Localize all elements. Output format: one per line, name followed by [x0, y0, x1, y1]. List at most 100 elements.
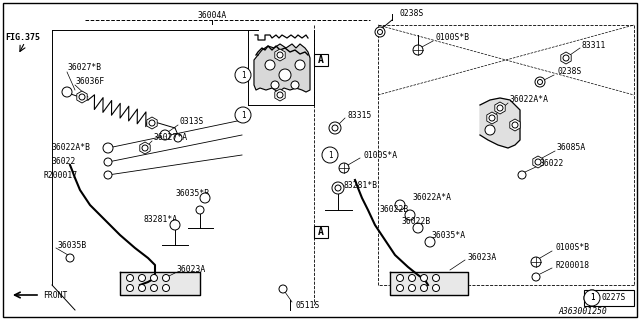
Circle shape: [413, 45, 423, 55]
Circle shape: [563, 55, 569, 61]
Circle shape: [235, 107, 251, 123]
Polygon shape: [77, 91, 87, 103]
Text: 1: 1: [241, 110, 245, 119]
Text: A: A: [318, 227, 324, 237]
Text: 36004A: 36004A: [197, 12, 227, 20]
Text: 36022A*B: 36022A*B: [52, 143, 91, 153]
Bar: [314, 54, 328, 66]
Polygon shape: [140, 142, 150, 154]
Text: 36036F: 36036F: [76, 77, 105, 86]
Circle shape: [532, 273, 540, 281]
Circle shape: [174, 134, 182, 142]
Text: 36022: 36022: [540, 158, 564, 167]
Circle shape: [265, 60, 275, 70]
Bar: [314, 226, 328, 238]
Text: 83311: 83311: [582, 41, 606, 50]
Circle shape: [138, 275, 145, 282]
Text: 0100S*B: 0100S*B: [436, 34, 470, 43]
Circle shape: [420, 275, 428, 282]
Polygon shape: [275, 89, 285, 101]
Polygon shape: [561, 52, 571, 64]
Circle shape: [332, 182, 344, 194]
Circle shape: [535, 159, 541, 165]
Text: 36022B: 36022B: [402, 218, 431, 227]
Text: FIG.375: FIG.375: [5, 34, 40, 43]
Text: 36027*B: 36027*B: [68, 63, 102, 73]
Circle shape: [512, 122, 518, 128]
Circle shape: [425, 237, 435, 247]
Text: 83315: 83315: [348, 110, 372, 119]
Circle shape: [142, 145, 148, 151]
Text: 0511S: 0511S: [295, 300, 319, 309]
Circle shape: [531, 257, 541, 267]
Text: 0227S: 0227S: [602, 293, 627, 302]
Circle shape: [170, 220, 180, 230]
Polygon shape: [533, 156, 543, 168]
Circle shape: [538, 79, 543, 84]
Circle shape: [433, 275, 440, 282]
Circle shape: [103, 143, 113, 153]
Circle shape: [497, 105, 503, 111]
Text: 83281*B: 83281*B: [343, 180, 377, 189]
Circle shape: [518, 171, 526, 179]
Circle shape: [489, 115, 495, 121]
Polygon shape: [480, 98, 520, 148]
Polygon shape: [147, 117, 157, 129]
Circle shape: [584, 290, 600, 306]
Polygon shape: [254, 44, 310, 92]
Text: 0100S*A: 0100S*A: [363, 150, 397, 159]
Circle shape: [150, 284, 157, 292]
Polygon shape: [487, 112, 497, 124]
Circle shape: [104, 171, 112, 179]
Circle shape: [149, 120, 155, 126]
Text: 36035*A: 36035*A: [432, 231, 466, 241]
Circle shape: [279, 285, 287, 293]
Circle shape: [375, 27, 385, 37]
Circle shape: [332, 125, 338, 131]
Circle shape: [339, 163, 349, 173]
Text: 36022: 36022: [52, 157, 76, 166]
Circle shape: [150, 275, 157, 282]
Text: 36023A: 36023A: [468, 253, 497, 262]
Circle shape: [271, 81, 279, 89]
Circle shape: [279, 69, 291, 81]
Text: 1: 1: [328, 150, 332, 159]
Circle shape: [405, 210, 415, 220]
Text: 36023A: 36023A: [177, 266, 206, 275]
Text: 36085A: 36085A: [557, 143, 586, 153]
Circle shape: [420, 284, 428, 292]
Text: 1: 1: [589, 293, 595, 302]
Circle shape: [408, 275, 415, 282]
Circle shape: [163, 275, 170, 282]
Circle shape: [395, 200, 405, 210]
Circle shape: [138, 284, 145, 292]
Circle shape: [277, 92, 283, 98]
Circle shape: [291, 81, 299, 89]
Text: 36035B: 36035B: [58, 241, 87, 250]
Circle shape: [196, 206, 204, 214]
Text: 36022A*A: 36022A*A: [413, 193, 452, 202]
Text: A: A: [318, 55, 324, 65]
Text: 83281*A: 83281*A: [143, 215, 177, 225]
Text: 36035*B: 36035*B: [176, 188, 210, 197]
Circle shape: [295, 60, 305, 70]
Circle shape: [335, 185, 341, 191]
Text: 36027*A: 36027*A: [154, 133, 188, 142]
Text: R200018: R200018: [555, 260, 589, 269]
Circle shape: [485, 125, 495, 135]
Circle shape: [235, 67, 251, 83]
Text: 0238S: 0238S: [557, 68, 581, 76]
Text: 36022B: 36022B: [380, 205, 409, 214]
Circle shape: [79, 94, 85, 100]
Circle shape: [584, 290, 600, 306]
Circle shape: [62, 87, 72, 97]
Circle shape: [378, 29, 383, 35]
Text: 0313S: 0313S: [180, 117, 204, 126]
Circle shape: [397, 284, 403, 292]
Circle shape: [433, 284, 440, 292]
Circle shape: [277, 52, 283, 58]
Circle shape: [329, 122, 341, 134]
Circle shape: [413, 223, 423, 233]
Text: 0100S*B: 0100S*B: [555, 244, 589, 252]
Circle shape: [160, 130, 170, 140]
